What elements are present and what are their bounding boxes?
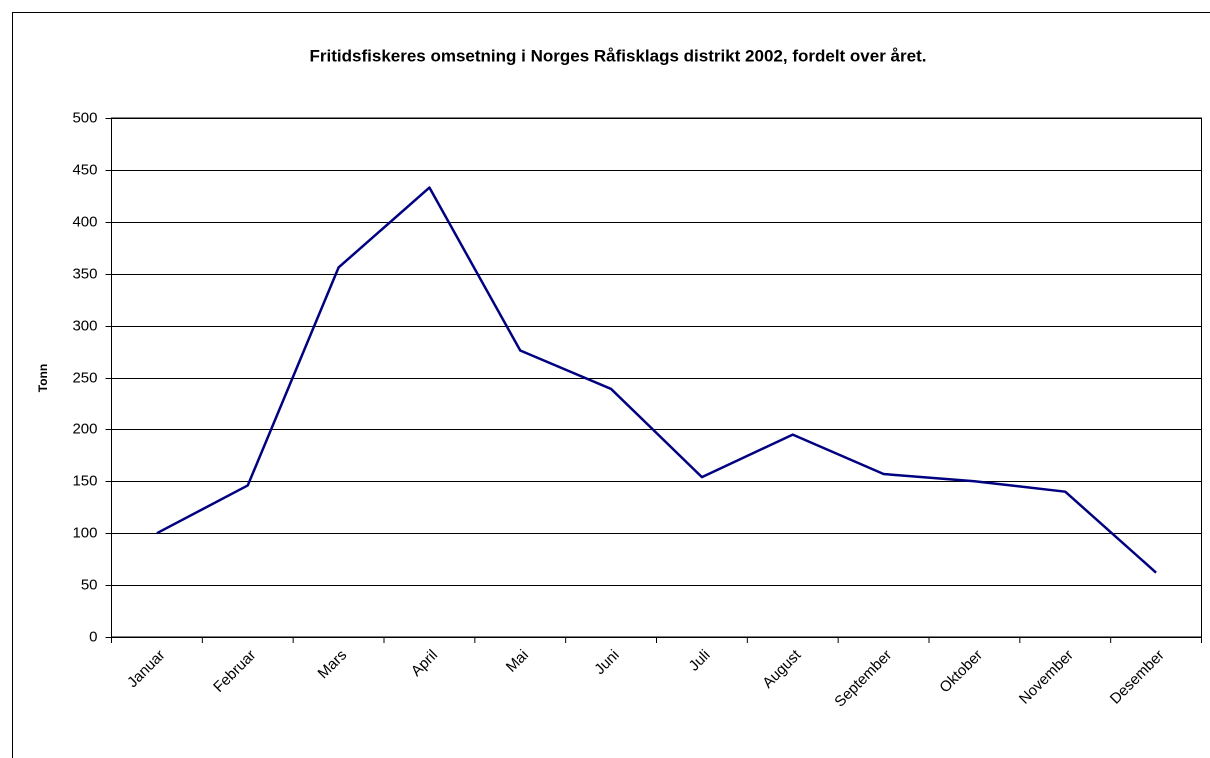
x-tick-label: August: [759, 646, 805, 692]
plot-area: [111, 117, 1202, 638]
x-tick-label: Januar: [124, 647, 168, 691]
y-tick-label: 450: [72, 161, 97, 178]
y-tick-label: 500: [72, 109, 97, 126]
x-tick-label: Juni: [591, 647, 622, 678]
line: [156, 186, 1157, 574]
chart-title: Fritidsfiskeres omsetning i Norges Råfis…: [310, 46, 927, 65]
y-tick-label: 300: [72, 317, 97, 334]
x-tick-label: Mai: [503, 647, 532, 676]
y-tick-label: 0: [89, 628, 97, 645]
y-tick-label: 50: [81, 576, 98, 593]
x-tick-label: Desember: [1107, 647, 1168, 708]
y-tick-label: 400: [72, 213, 97, 230]
chart-frame: [12, 12, 1210, 758]
x-tick-label: November: [1016, 647, 1077, 708]
x-tick-label: Juli: [686, 647, 714, 675]
y-axis-label: Tonn: [36, 364, 50, 392]
x-tick-label: Oktober: [936, 647, 986, 697]
y-tick-label: 350: [72, 265, 97, 282]
y-tick-label: 200: [72, 420, 97, 437]
x-tick-label: Mars: [315, 647, 351, 683]
y-tick-label: 250: [72, 369, 97, 386]
x-tick-label: Februar: [210, 647, 259, 696]
x-tick-label: April: [408, 647, 441, 680]
y-tick-label: 150: [72, 472, 97, 489]
y-tick-label: 100: [72, 524, 97, 541]
x-tick-label: September: [831, 647, 895, 711]
